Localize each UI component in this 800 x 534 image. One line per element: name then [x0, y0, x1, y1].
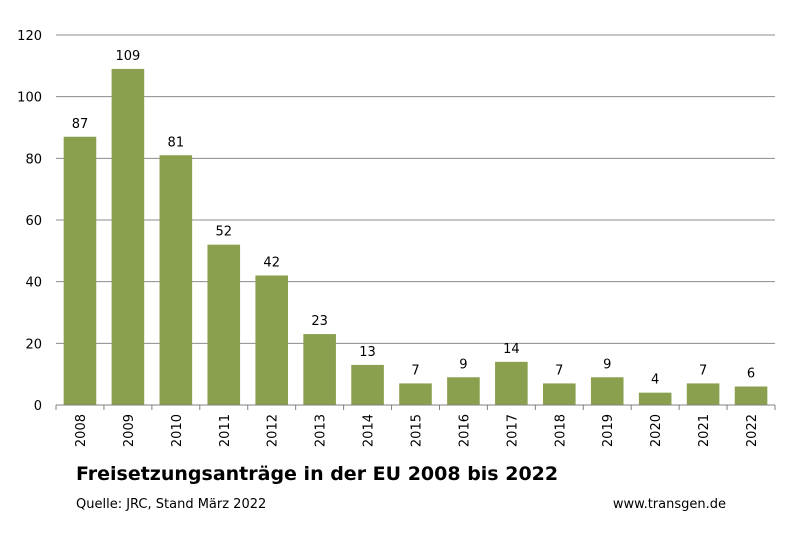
bar: [63, 136, 97, 405]
x-tick-label: 2010: [170, 414, 185, 447]
data-label: 81: [168, 135, 185, 150]
bar: [590, 377, 624, 405]
source-note: Quelle: JRC, Stand März 2022: [76, 497, 267, 512]
x-tick-label: 2013: [314, 414, 329, 447]
bar: [303, 334, 336, 405]
y-tick-label: 0: [34, 399, 42, 414]
bar: [734, 386, 768, 405]
data-label: 9: [459, 357, 467, 372]
data-label: 52: [215, 225, 232, 240]
bar: [686, 383, 720, 405]
x-tick-label: 2020: [649, 414, 664, 447]
x-tick-label: 2019: [601, 414, 616, 447]
bar: [207, 244, 241, 405]
x-tick-label: 2015: [410, 414, 425, 447]
y-tick-label: 100: [17, 91, 42, 106]
bar: [399, 383, 432, 405]
bar: [255, 275, 288, 405]
bar: [351, 364, 384, 405]
bar-chart: 87 109 81 52 42 23 13 7 9 14 7 9 4 7 6 0 20 40 60 80 100 120…: [17, 29, 776, 447]
y-tick-label: 80: [25, 152, 42, 167]
data-label: 13: [359, 345, 376, 360]
data-label: 4: [651, 373, 659, 388]
data-label: 109: [115, 49, 140, 64]
x-tick-label: 2017: [505, 414, 520, 447]
data-label: 87: [72, 117, 89, 132]
x-tick-label: 2021: [697, 414, 712, 447]
y-tick-label: 20: [25, 337, 42, 352]
y-axis-ticks: 0 20 40 60 80 100 120: [17, 29, 42, 414]
data-label: 7: [411, 363, 419, 378]
bars: [63, 68, 768, 406]
y-tick-label: 60: [25, 214, 42, 229]
x-tick-label: 2014: [362, 414, 377, 447]
y-tick-label: 120: [17, 29, 42, 44]
x-tick-label: 2022: [745, 414, 760, 447]
x-tick-label: 2016: [457, 414, 472, 447]
x-tick-label: 2008: [74, 414, 89, 447]
bar: [543, 383, 576, 405]
chart-title: Freisetzungsanträge in der EU 2008 bis 2…: [76, 463, 559, 485]
data-label: 23: [311, 314, 328, 329]
data-label: 9: [603, 357, 611, 372]
x-tick-label: 2012: [266, 414, 281, 447]
website-link[interactable]: www.transgen.de: [612, 497, 726, 512]
data-label: 42: [263, 256, 280, 271]
data-label: 7: [699, 363, 707, 378]
bar: [495, 361, 528, 405]
x-tick-label: 2009: [122, 414, 137, 447]
y-tick-label: 40: [25, 276, 42, 291]
x-axis-ticks: 2008 2009 2010 2011 2012 2013 2014 2015 2016 2017…: [55, 405, 776, 447]
data-label: 14: [503, 342, 520, 357]
bar: [111, 68, 145, 406]
bar: [447, 377, 480, 405]
data-label: 6: [747, 367, 755, 382]
bar: [638, 392, 672, 405]
data-labels: 87 109 81 52 42 23 13 7 9 14 7 9 4 7 6: [72, 49, 755, 388]
bar: [159, 155, 193, 405]
x-tick-label: 2018: [553, 414, 568, 447]
data-label: 7: [555, 363, 563, 378]
x-tick-label: 2011: [218, 414, 233, 447]
